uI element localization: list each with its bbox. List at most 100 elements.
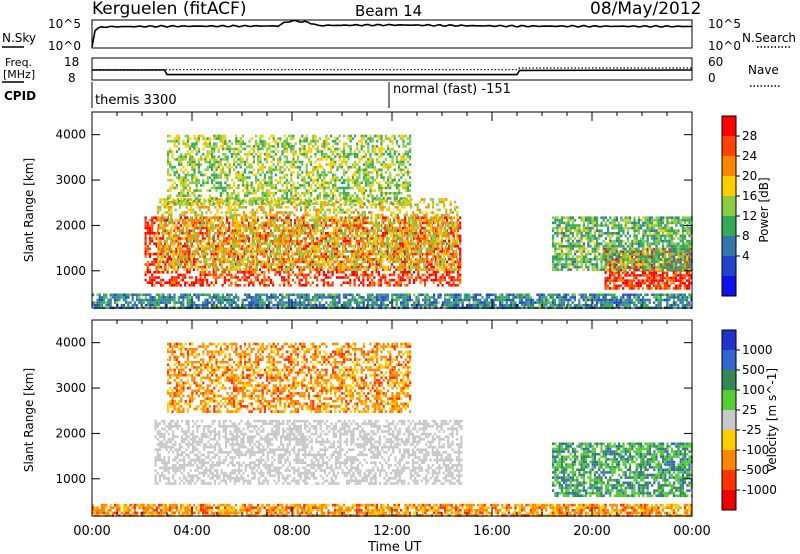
echo-cell: [179, 232, 182, 235]
echo-cell: [283, 160, 286, 164]
echo-cell: [184, 134, 187, 138]
echo-cell: [212, 245, 215, 248]
echo-cell: [284, 206, 287, 209]
echo-cell: [438, 198, 441, 201]
echo-cell: [218, 245, 221, 248]
echo-cell: [348, 260, 351, 264]
echo-cell: [228, 221, 231, 225]
echo-cell: [167, 150, 170, 153]
echo-cell: [308, 252, 311, 256]
echo-cell: [247, 276, 251, 279]
echo-cell: [395, 284, 398, 287]
echo-cell: [331, 263, 334, 266]
echo-cell: [330, 203, 333, 206]
echo-cell: [219, 226, 222, 230]
echo-cell: [247, 226, 250, 230]
echo-cell: [355, 229, 358, 232]
echo-cell: [274, 165, 277, 169]
echo-cell: [194, 239, 197, 243]
echo-cell: [155, 268, 158, 271]
echo-cell: [220, 245, 223, 248]
echo-cell: [252, 191, 255, 195]
echo-cell: [264, 242, 267, 245]
echo-cell: [408, 271, 411, 274]
echo-cell: [418, 265, 421, 269]
echo-cell: [259, 184, 262, 187]
echo-cell: [371, 271, 374, 274]
echo-cell: [452, 234, 455, 238]
echo-cell: [307, 245, 310, 248]
echo-cell: [333, 219, 336, 222]
echo-cell: [300, 198, 303, 201]
echo-cell: [170, 250, 174, 253]
echo-cell: [255, 197, 258, 200]
echo-cell: [324, 213, 327, 217]
echo-cell: [258, 242, 261, 245]
echo-cell: [430, 278, 433, 282]
echo-cell: [238, 224, 241, 227]
echo-cell: [233, 152, 236, 156]
echo-cell: [203, 247, 206, 251]
echo-cell: [459, 224, 462, 227]
echo-cell: [346, 268, 349, 271]
echo-cell: [374, 216, 377, 219]
echo-cell: [357, 284, 361, 287]
echo-cell: [144, 250, 147, 253]
echo-cell: [211, 199, 214, 203]
echo-cell: [390, 211, 393, 214]
echo-cell: [215, 168, 218, 172]
echo-cell: [256, 247, 259, 251]
echo-cell: [410, 237, 413, 240]
echo-cell: [419, 229, 422, 232]
echo-cell: [281, 194, 284, 198]
echo-cell: [403, 239, 406, 243]
echo-cell: [267, 237, 270, 240]
echo-cell: [397, 284, 400, 287]
echo-cell: [443, 219, 446, 222]
echo-cell: [170, 281, 174, 284]
echo-cell: [168, 281, 171, 284]
echo-cell: [229, 229, 232, 232]
echo-cell: [366, 221, 369, 225]
echo-cell: [293, 242, 296, 245]
echo-cell: [443, 276, 446, 279]
echo-cell: [252, 273, 255, 277]
echo-cell: [286, 258, 289, 261]
echo-cell: [372, 239, 375, 243]
echo-cell: [430, 273, 433, 277]
echo-cell: [357, 211, 360, 214]
echo-cell: [236, 258, 240, 261]
echo-cell: [233, 181, 236, 185]
echo-cell: [410, 219, 413, 222]
echo-cell: [214, 281, 218, 284]
echo-cell: [390, 242, 393, 245]
echo-cell: [360, 247, 363, 251]
echo-cell: [386, 216, 389, 219]
echo-cell: [337, 239, 340, 243]
echo-cell: [377, 273, 380, 277]
echo-cell: [364, 271, 367, 274]
echo-cell: [296, 242, 299, 245]
echo-cell: [313, 268, 316, 271]
echo-cell: [164, 229, 167, 232]
echo-cell: [331, 284, 334, 287]
echo-cell: [170, 208, 173, 212]
echo-cell: [308, 219, 311, 222]
echo-cell: [165, 250, 168, 253]
echo-cell: [333, 229, 336, 232]
echo-cell: [456, 284, 460, 287]
echo-cell: [317, 211, 320, 214]
echo-cell: [186, 173, 189, 177]
echo-cell: [256, 221, 259, 225]
echo-cell: [425, 247, 428, 251]
echo-cell: [352, 255, 355, 258]
echo-cell: [195, 139, 198, 143]
echo-cell: [456, 206, 459, 209]
echo-cell: [170, 258, 174, 261]
echo-cell: [155, 271, 158, 274]
echo-cell: [225, 265, 229, 269]
echo-cell: [315, 232, 318, 235]
echo-cell: [396, 250, 399, 253]
echo-cell: [161, 213, 164, 217]
echo-cell: [189, 186, 192, 190]
